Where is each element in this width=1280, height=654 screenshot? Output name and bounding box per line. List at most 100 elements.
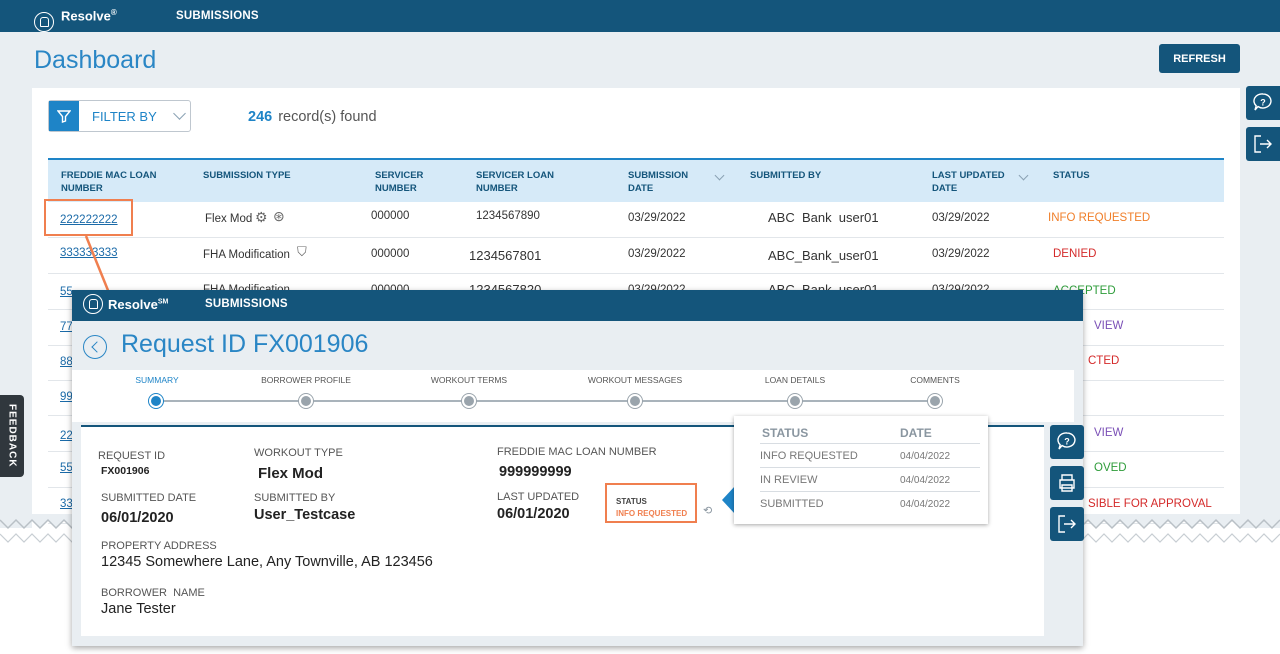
filter-by-dropdown[interactable]: FILTER BY <box>48 100 191 132</box>
resolve-logo-icon <box>83 294 103 314</box>
filter-icon <box>49 101 79 131</box>
workout-type-label: WORKOUT TYPE <box>254 447 343 459</box>
step-borrower-profile[interactable]: BORROWER PROFILE <box>261 375 351 385</box>
svg-text:?: ? <box>1260 98 1266 108</box>
step-dot-summary[interactable] <box>148 393 164 409</box>
history-icon[interactable]: ⟲ <box>703 505 713 517</box>
step-dot-workout-messages[interactable] <box>627 393 643 409</box>
col-submission-type[interactable]: SUBMISSION TYPE <box>203 170 291 181</box>
top-nav-bar: Resolve® SUBMISSIONS <box>0 0 1280 32</box>
servicer-number: 000000 <box>371 248 410 260</box>
table-row[interactable]: 333333333 FHA Modification ⛉ 000000 1234… <box>48 238 1224 274</box>
nav-submissions[interactable]: SUBMISSIONS <box>205 298 288 310</box>
highlight-loan-number <box>44 199 133 236</box>
submission-date: 03/29/2022 <box>628 212 686 224</box>
status-history-popover: STATUS DATE INFO REQUESTED 04/04/2022 IN… <box>734 416 988 524</box>
help-button[interactable]: ? <box>1246 86 1280 120</box>
progress-stepper <box>72 370 1074 422</box>
borrower-name-value: Jane Tester <box>101 601 176 617</box>
submitted-by-value: User_Testcase <box>254 507 356 523</box>
loan-number-link[interactable]: 333333333 <box>60 247 118 259</box>
resolve-logo-icon <box>34 12 54 32</box>
col-loan-number[interactable]: FREDDIE MAC LOAN NUMBER <box>61 170 157 194</box>
loan-number-link[interactable]: 77 <box>60 321 73 333</box>
chevron-down-icon <box>172 107 186 120</box>
table-header: FREDDIE MAC LOAN NUMBER SUBMISSION TYPE … <box>48 158 1224 202</box>
history-row: SUBMITTED 04/04/2022 <box>760 491 980 515</box>
step-dot-borrower-profile[interactable] <box>298 393 314 409</box>
svg-text:?: ? <box>1064 437 1070 447</box>
borrower-name-label: BORROWER NAME <box>101 587 205 599</box>
sort-chevron-icon[interactable] <box>714 170 725 181</box>
loan-number-link[interactable]: 22 <box>60 430 73 442</box>
status-badge: OVED <box>1094 462 1127 474</box>
step-loan-details[interactable]: LOAN DETAILS <box>764 375 826 385</box>
loan-number-value: 999999999 <box>499 464 572 480</box>
document-icon: ⛉ <box>297 244 307 259</box>
submitted-by-label: SUBMITTED BY <box>254 492 336 504</box>
step-summary[interactable]: SUMMARY <box>135 375 179 385</box>
help-icon: ? <box>1057 432 1076 450</box>
col-status[interactable]: STATUS <box>1053 170 1090 181</box>
request-detail-screen: ResolveSM SUBMISSIONS Request ID FX00190… <box>72 290 1083 646</box>
col-submission-date[interactable]: SUBMISSION DATE <box>628 170 689 194</box>
step-dot-comments[interactable] <box>927 393 943 409</box>
history-status-header: STATUS <box>762 426 809 440</box>
status-highlight-box[interactable]: STATUS INFO REQUESTED <box>605 483 697 523</box>
submission-date: 03/29/2022 <box>628 248 686 260</box>
logout-button[interactable] <box>1050 507 1084 541</box>
loan-number-link[interactable]: 99 <box>60 391 73 403</box>
col-servicer-loan-number[interactable]: SERVICER LOAN NUMBER <box>476 170 554 194</box>
brand-name: Resolve® <box>61 8 117 24</box>
col-submitted-by[interactable]: SUBMITTED BY <box>750 170 822 181</box>
step-dot-workout-terms[interactable] <box>461 393 477 409</box>
help-button[interactable]: ? <box>1050 425 1084 459</box>
loan-number-link[interactable]: 33 <box>60 498 73 510</box>
history-date: 04/04/2022 <box>900 499 951 510</box>
history-date-header: DATE <box>900 426 932 440</box>
request-title: Request ID FX001906 <box>121 330 369 358</box>
filter-label: FILTER BY <box>92 108 157 124</box>
property-address-value: 12345 Somewhere Lane, Any Townville, AB … <box>101 554 433 570</box>
detail-top-nav-bar: ResolveSM SUBMISSIONS <box>72 290 1083 321</box>
sort-chevron-icon[interactable] <box>1018 170 1029 181</box>
logout-button[interactable] <box>1246 127 1280 161</box>
print-button[interactable] <box>1050 466 1084 500</box>
loan-number-link[interactable]: 55 <box>60 462 73 474</box>
loan-number-label: FREDDIE MAC LOAN NUMBER <box>497 446 657 458</box>
loan-number-link[interactable]: 88 <box>60 356 73 368</box>
gear-icon: ⚙ <box>255 209 268 225</box>
last-updated-value: 06/01/2020 <box>497 506 570 522</box>
feedback-tab[interactable]: FEEDBACK <box>0 395 24 477</box>
step-workout-messages[interactable]: WORKOUT MESSAGES <box>587 375 683 385</box>
table-row[interactable]: 222222222 Flex Mod ⚙ ⊛ 000000 1234567890… <box>48 202 1224 238</box>
step-dot-loan-details[interactable] <box>787 393 803 409</box>
stepper-line <box>156 400 936 402</box>
refresh-button[interactable]: REFRESH <box>1159 44 1240 73</box>
logout-icon <box>1254 135 1272 153</box>
status-badge: VIEW <box>1094 320 1124 332</box>
step-comments[interactable]: COMMENTS <box>910 375 960 385</box>
nav-submissions[interactable]: SUBMISSIONS <box>176 10 259 22</box>
property-address-label: PROPERTY ADDRESS <box>101 540 217 552</box>
step-workout-terms[interactable]: WORKOUT TERMS <box>430 375 508 385</box>
submitted-date-value: 06/01/2020 <box>101 510 174 526</box>
history-date: 04/04/2022 <box>900 475 951 486</box>
col-last-updated[interactable]: LAST UPDATED DATE <box>932 170 1005 194</box>
loan-number-link[interactable]: 222222222 <box>60 214 118 226</box>
back-icon[interactable] <box>83 335 107 359</box>
last-updated-date: 03/29/2022 <box>932 248 990 260</box>
popover-arrow <box>722 486 735 514</box>
status-badge: INFO REQUESTED <box>1048 212 1151 224</box>
history-status: SUBMITTED <box>760 498 824 510</box>
loan-number-link[interactable]: 55 <box>60 286 73 298</box>
submission-type: Flex Mod <box>205 213 253 225</box>
page-title: Dashboard <box>34 46 157 74</box>
logout-icon <box>1058 515 1076 533</box>
status-label: STATUS <box>616 497 647 506</box>
col-servicer-number[interactable]: SERVICER NUMBER <box>375 170 424 194</box>
brand-name: ResolveSM <box>108 297 169 312</box>
status-badge: SIBLE FOR APPROVAL <box>1088 498 1212 510</box>
status-badge: DENIED <box>1053 248 1097 260</box>
submitted-by: ABC Bank user01 <box>768 210 879 225</box>
